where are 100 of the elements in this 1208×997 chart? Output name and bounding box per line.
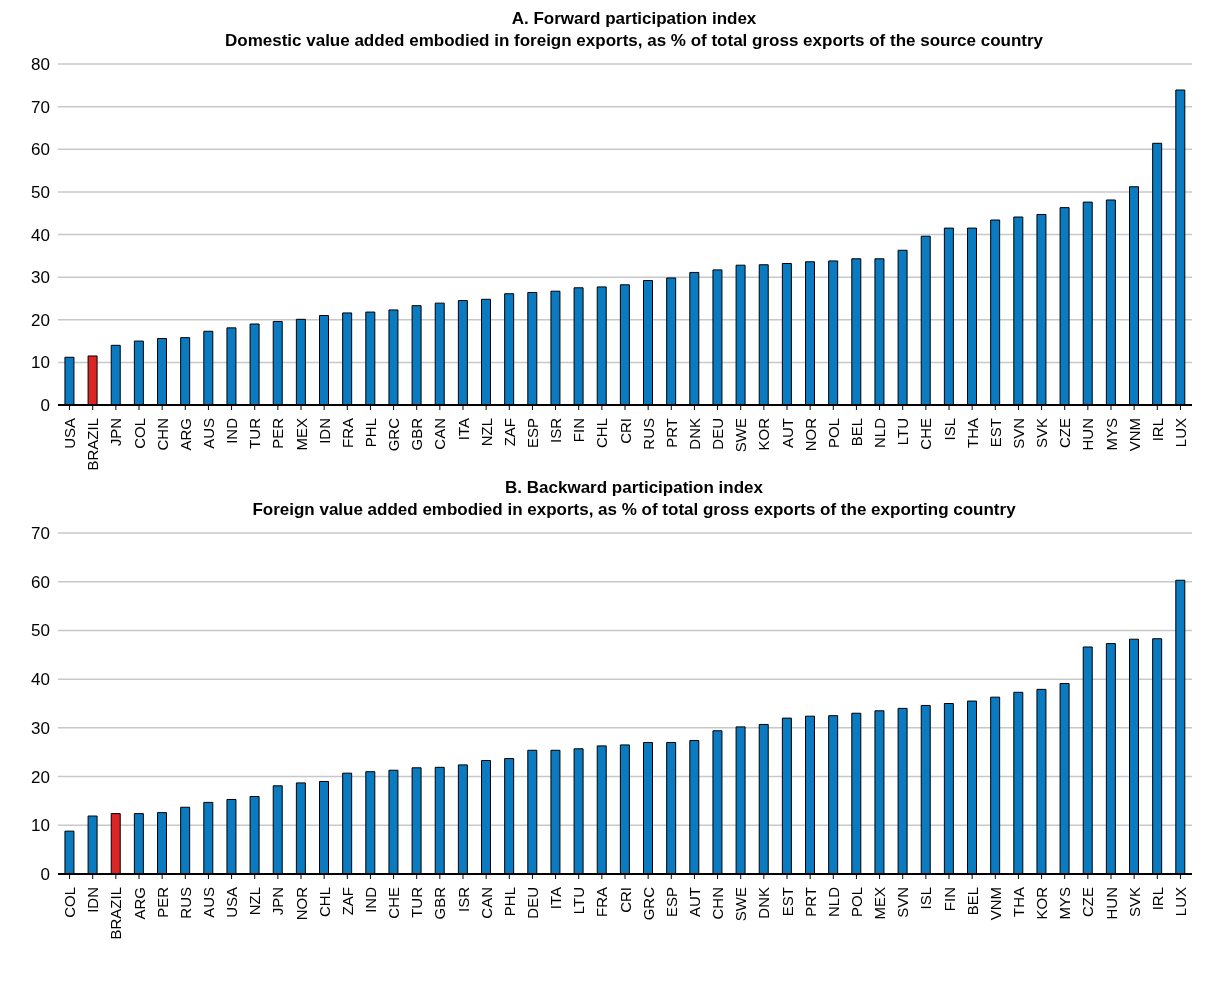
y-tick-label: 70: [31, 97, 50, 117]
x-tick-label: TUR: [408, 886, 426, 918]
x-tick-label: MYS: [1056, 887, 1074, 920]
x-tick-label: IND: [361, 886, 379, 913]
x-tick-label: LTU: [570, 887, 588, 915]
x-tick-label: POL: [824, 418, 842, 449]
y-tick-label: 50: [31, 621, 50, 641]
x-tick-label: AUT: [778, 418, 796, 448]
x-tick-label: FRA: [338, 418, 356, 448]
x-tick-label: RUS: [639, 418, 657, 450]
x-tick-label: PHL: [500, 887, 518, 917]
y-tick-label: 60: [31, 572, 50, 592]
x-tick-label: GRC: [385, 417, 403, 452]
x-tick-label: CHE: [917, 418, 935, 450]
x-tick-label: FIN: [940, 887, 958, 912]
x-tick-label: FRA: [593, 887, 611, 917]
x-tick-label: CHL: [315, 887, 333, 918]
x-tick-label: SVK: [1033, 418, 1051, 449]
x-tick-label: NZL: [246, 887, 264, 916]
x-tick-label: GBR: [408, 417, 426, 451]
x-tick-label: JPN: [269, 887, 287, 916]
x-tick-label: BRAZIL: [107, 887, 125, 940]
x-tick-label: LTU: [894, 418, 912, 446]
x-tick-label: IRL: [1148, 418, 1166, 442]
x-tick-label: JPN: [107, 418, 125, 447]
x-tick-label: ARG: [130, 887, 148, 920]
x-tick-label: USA: [223, 887, 241, 918]
x-tick-label: PER: [269, 417, 287, 449]
x-tick-label: IRL: [1148, 887, 1166, 911]
x-tick-label: SWE: [732, 418, 750, 453]
x-tick-label: ARG: [176, 418, 194, 451]
x-tick-label: IDN: [84, 887, 102, 913]
y-tick-label: 0: [40, 396, 50, 416]
x-tick-label: USA: [61, 418, 79, 449]
y-tick-label: 30: [31, 268, 50, 288]
x-tick-label: DNK: [755, 887, 773, 919]
x-tick-label: FIN: [570, 418, 588, 443]
x-tick-label: CHE: [385, 887, 403, 919]
x-tick-label: CHL: [593, 418, 611, 449]
x-tick-label: CAN: [477, 887, 495, 919]
x-tick-label: IDN: [315, 418, 333, 444]
x-tick-label: LUX: [1171, 887, 1189, 917]
x-tick-label: DNK: [685, 418, 703, 450]
y-tick-label: 50: [31, 182, 50, 202]
x-tick-label: CAN: [431, 418, 449, 450]
x-tick-label: MEX: [292, 418, 310, 451]
x-tick-label: KOR: [1033, 886, 1051, 920]
x-tick-label: ITA: [454, 418, 472, 441]
y-tick-label: 70: [31, 524, 50, 544]
y-tick-label: 0: [40, 865, 50, 885]
x-tick-label: SVN: [894, 887, 912, 918]
x-tick-label: GBR: [431, 886, 449, 920]
y-tick-label: 40: [31, 670, 50, 690]
chart-subtitle: Domestic value added embodied in foreign exports, as % of total gross exports of the source country: [223, 30, 1045, 52]
y-tick-label: 30: [31, 718, 50, 738]
x-tick-label: ITA: [547, 887, 565, 910]
chart-title: A. Forward participation index: [510, 8, 758, 30]
chart-subtitle: Foreign value added embodied in exports, as % of total gross exports of the exporting country: [251, 499, 1017, 521]
x-tick-label: SVK: [1125, 887, 1143, 918]
y-tick-label: 80: [31, 55, 50, 75]
x-tick-label: CZE: [1056, 418, 1074, 448]
y-tick-label: 10: [31, 816, 50, 836]
x-tick-label: PRT: [801, 887, 819, 917]
chart-title: B. Backward participation index: [504, 477, 764, 499]
x-tick-label: KOR: [755, 417, 773, 451]
x-tick-label: GRC: [639, 886, 657, 921]
x-tick-label: AUT: [685, 887, 703, 917]
x-tick-label: ESP: [662, 887, 680, 918]
x-tick-label: LUX: [1171, 418, 1189, 448]
x-tick-label: HUN: [1079, 418, 1097, 451]
x-tick-label: TUR: [246, 417, 264, 449]
x-tick-label: CHN: [153, 418, 171, 451]
x-tick-label: NLD: [871, 417, 889, 449]
x-tick-label: HUN: [1102, 887, 1120, 920]
x-tick-label: AUS: [199, 418, 217, 449]
x-tick-label: COL: [61, 887, 79, 918]
x-tick-label: BEL: [847, 418, 865, 447]
x-tick-label: SVN: [1009, 418, 1027, 449]
x-tick-label: CZE: [1079, 887, 1097, 917]
x-tick-label: CHN: [709, 887, 727, 920]
x-tick-label: PER: [153, 886, 171, 918]
y-tick-label: 60: [31, 140, 50, 160]
x-tick-label: RUS: [176, 887, 194, 919]
x-tick-label: DEU: [523, 887, 541, 919]
x-tick-label: EST: [778, 887, 796, 917]
x-tick-label: ISL: [917, 887, 935, 910]
x-tick-label: ESP: [523, 418, 541, 449]
x-tick-label: IND: [223, 417, 241, 444]
x-tick-label: PRT: [662, 418, 680, 448]
x-tick-label: VNM: [986, 887, 1004, 921]
x-tick-label: ZAF: [500, 418, 518, 447]
x-tick-label: NZL: [477, 418, 495, 447]
y-tick-label: 20: [31, 767, 50, 787]
x-tick-label: NOR: [292, 886, 310, 921]
x-tick-label: DEU: [709, 418, 727, 450]
x-tick-label: BRAZIL: [84, 418, 102, 471]
x-tick-label: ISL: [940, 418, 958, 441]
x-tick-label: THA: [1009, 887, 1027, 917]
x-tick-label: AUS: [199, 887, 217, 918]
x-tick-label: THA: [963, 418, 981, 448]
